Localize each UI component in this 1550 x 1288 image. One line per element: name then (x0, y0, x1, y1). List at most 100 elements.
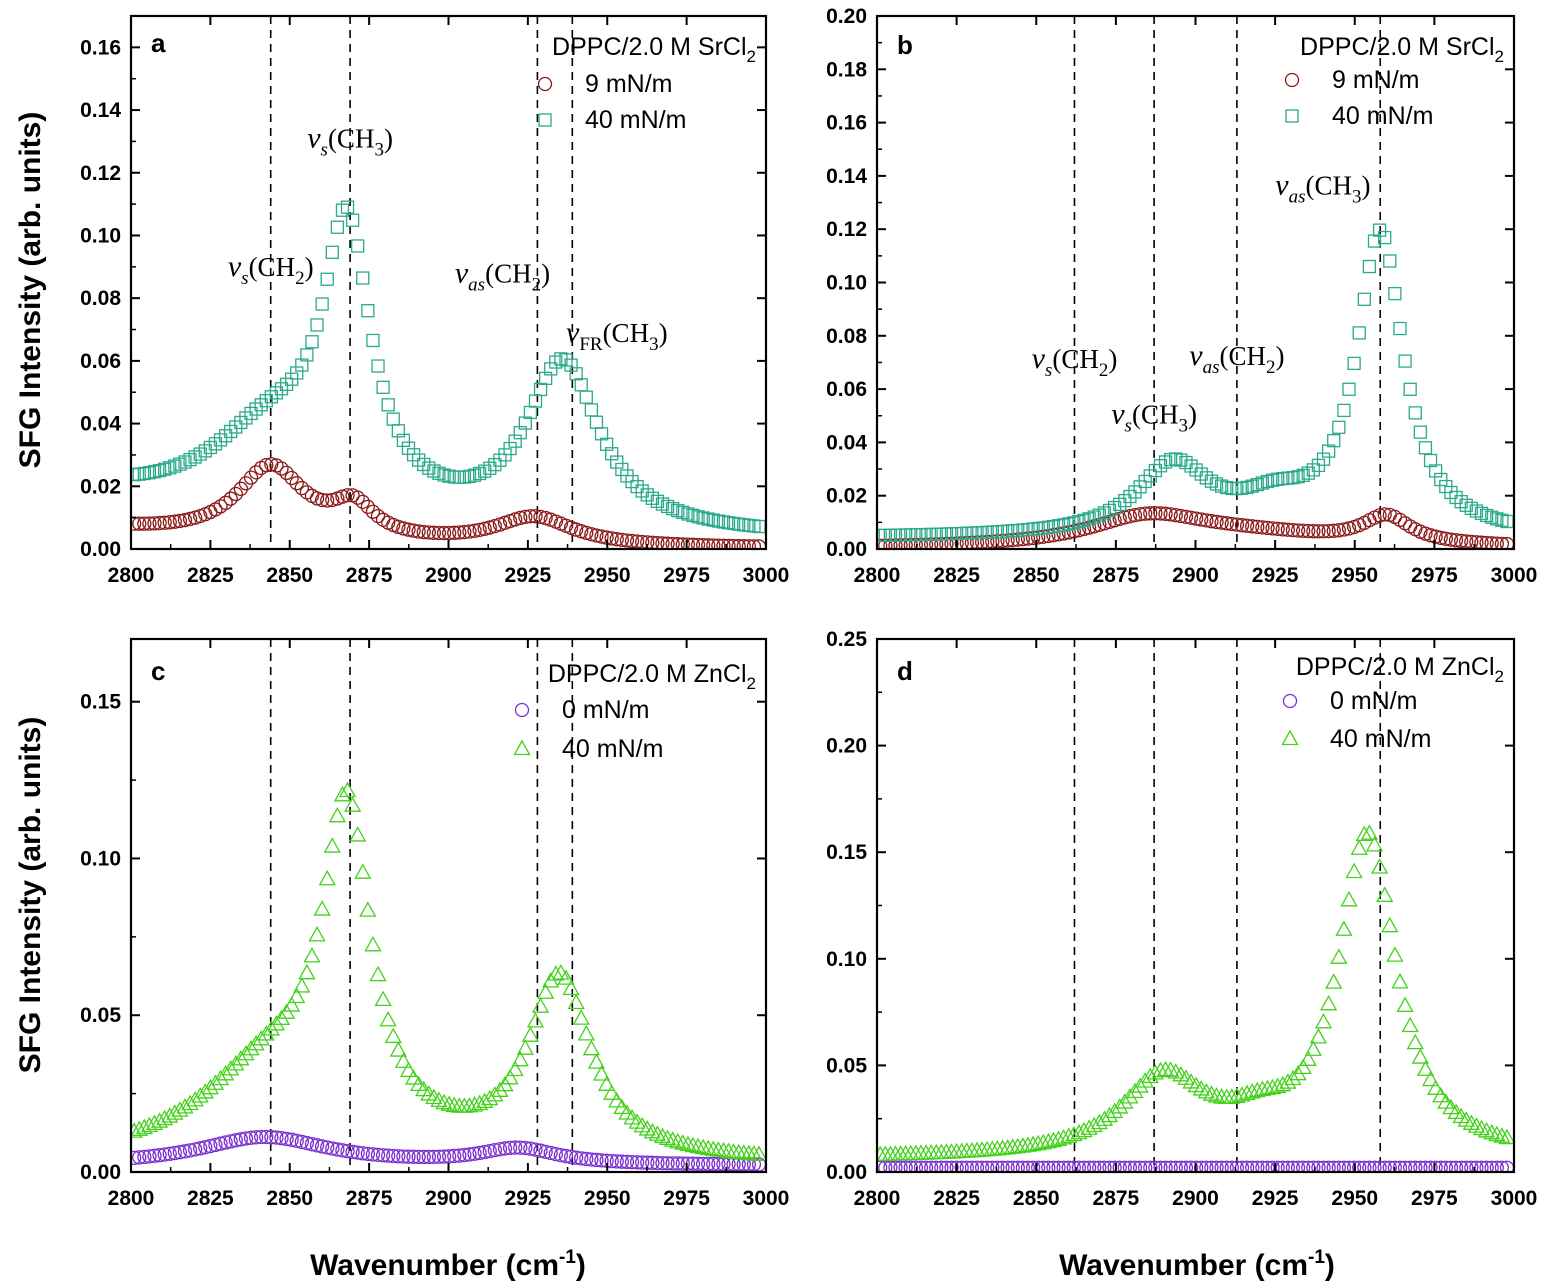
data-point (1280, 1160, 1296, 1172)
x-tick-label: 2900 (425, 564, 472, 587)
panel-c-frame (129, 637, 768, 1174)
data-point (650, 535, 665, 549)
annotation-sub2: 2 (1099, 360, 1109, 381)
data-point (1413, 425, 1428, 439)
data-point (1025, 530, 1041, 546)
data-point (1253, 1080, 1271, 1097)
panel-c-series-1 (131, 781, 766, 1162)
annotation-paren: (CH (603, 318, 650, 348)
data-point (167, 1145, 182, 1161)
data-point (883, 1160, 898, 1172)
data-point (1321, 523, 1336, 539)
data-point (1423, 453, 1438, 468)
data-point (223, 491, 238, 506)
data-point (325, 245, 339, 259)
legend-label-0: 9 mN/m (1332, 66, 1420, 94)
y-tick-label: 0.00 (826, 538, 867, 561)
data-point (666, 501, 680, 516)
annotation-close: ) (384, 124, 393, 154)
data-point (893, 1160, 908, 1172)
legend-title-c: DPPC/2.0 M ZnCl2 (548, 660, 756, 693)
data-point (375, 1148, 391, 1163)
data-point (1392, 1160, 1408, 1172)
data-point (604, 1153, 619, 1169)
data-point (1179, 455, 1193, 470)
data-point (1000, 1160, 1015, 1172)
data-point (344, 796, 362, 812)
annotation-paren: (CH (1052, 344, 1099, 374)
x-tick-label: 2825 (187, 564, 234, 587)
data-point (1076, 1160, 1092, 1172)
y-tick-label: 0.04 (80, 413, 121, 436)
data-point (531, 997, 550, 1013)
data-point (493, 453, 507, 467)
annotation-sub2: 2 (1266, 357, 1276, 378)
data-point (1029, 1134, 1047, 1151)
data-point (1092, 508, 1106, 522)
data-point (131, 1150, 142, 1165)
y-tick-label: 0.10 (80, 224, 121, 247)
x-tick-label: 2975 (663, 564, 710, 587)
data-point (304, 1137, 320, 1152)
data-point (557, 969, 575, 985)
data-point (1270, 521, 1285, 537)
y-tick-label: 0.02 (80, 475, 121, 498)
data-point (690, 537, 706, 549)
data-point (709, 1141, 727, 1157)
data-point (228, 1133, 243, 1148)
data-point (934, 1160, 949, 1172)
data-point (614, 532, 630, 548)
data-point (893, 538, 908, 549)
data-point (521, 1026, 540, 1042)
data-point (399, 1061, 418, 1078)
data-point (1275, 522, 1290, 537)
legend-label-1: 40 mN/m (1330, 725, 1431, 753)
data-point (1087, 1160, 1102, 1172)
data-point (279, 465, 294, 481)
data-point (248, 465, 264, 480)
y-tick-label: 0.08 (80, 287, 121, 310)
data-point (913, 537, 929, 549)
data-point (264, 457, 279, 472)
data-point (1479, 535, 1494, 549)
data-point (492, 1142, 508, 1157)
data-point (1220, 480, 1234, 495)
data-point (949, 1160, 964, 1172)
data-point (691, 510, 705, 524)
data-point (1184, 459, 1198, 473)
data-point (1306, 1160, 1321, 1172)
data-point (320, 493, 335, 508)
data-point (1167, 1063, 1185, 1079)
data-point (1418, 441, 1433, 455)
x-tick-label: 3000 (1491, 564, 1538, 587)
data-point (990, 534, 1005, 549)
data-point (706, 538, 721, 549)
data-point (293, 977, 311, 993)
data-point (1148, 506, 1163, 521)
data-point (513, 1140, 528, 1155)
data-point (1061, 1160, 1076, 1172)
data-point (680, 537, 696, 549)
data-point (958, 1142, 976, 1158)
data-point (660, 1156, 675, 1171)
data-point (1163, 1160, 1178, 1172)
data-point (1489, 536, 1504, 549)
data-point (1416, 1060, 1435, 1076)
data-point (1321, 1160, 1336, 1172)
data-point (922, 1144, 940, 1160)
data-point (389, 1041, 407, 1057)
legend-label-1: 40 mN/m (562, 735, 663, 763)
data-point (942, 1143, 961, 1159)
data-point (259, 394, 273, 408)
data-point (1337, 403, 1351, 418)
annotation-close: ) (1276, 341, 1285, 371)
data-point (294, 1134, 309, 1150)
data-point (508, 512, 523, 527)
x-tick-label: 2875 (346, 564, 393, 587)
annotation-close: ) (1188, 400, 1197, 430)
data-point (927, 1143, 945, 1160)
data-point (537, 983, 555, 999)
data-point (1188, 1160, 1204, 1172)
data-point (147, 1148, 162, 1163)
legend-title-sub: 2 (1495, 47, 1504, 66)
